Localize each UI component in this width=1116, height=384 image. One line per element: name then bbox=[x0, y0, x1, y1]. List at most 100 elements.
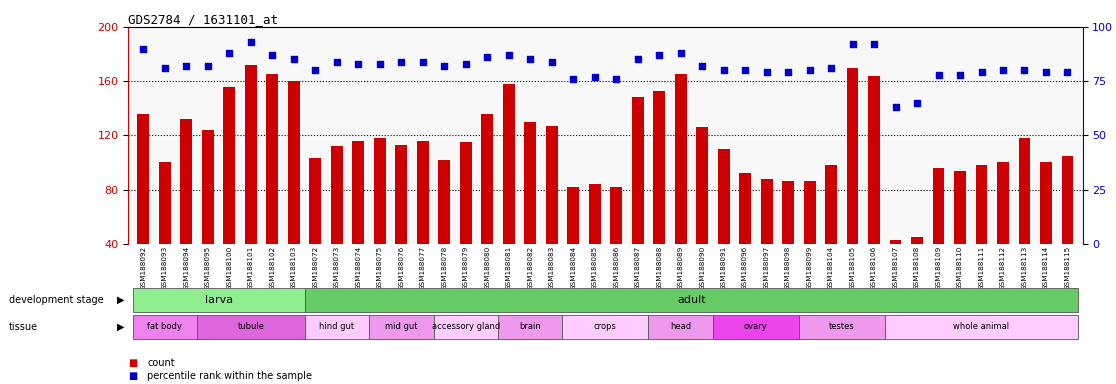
Bar bbox=[305, 288, 1078, 312]
Bar bbox=[997, 162, 1009, 298]
Text: GSM188076: GSM188076 bbox=[398, 245, 404, 290]
Text: tissue: tissue bbox=[9, 322, 38, 332]
Point bbox=[1016, 67, 1033, 73]
Text: GSM188073: GSM188073 bbox=[334, 245, 339, 290]
Text: GSM188075: GSM188075 bbox=[377, 245, 383, 290]
Point bbox=[951, 71, 969, 78]
Point bbox=[156, 65, 174, 71]
Point bbox=[521, 56, 539, 63]
Bar bbox=[975, 165, 988, 298]
Text: fat body: fat body bbox=[147, 322, 182, 331]
Text: GSM188103: GSM188103 bbox=[291, 245, 297, 290]
Bar bbox=[137, 114, 150, 298]
Bar bbox=[739, 173, 751, 298]
Bar bbox=[632, 98, 644, 298]
Point bbox=[479, 54, 497, 60]
Point bbox=[865, 41, 883, 47]
Point bbox=[285, 56, 302, 63]
Bar bbox=[202, 130, 214, 298]
Point bbox=[414, 58, 432, 65]
Point bbox=[1059, 70, 1077, 76]
Bar bbox=[369, 315, 433, 339]
Bar bbox=[267, 74, 278, 298]
Text: ovary: ovary bbox=[744, 322, 768, 331]
Bar bbox=[648, 315, 713, 339]
Text: GSM188110: GSM188110 bbox=[958, 245, 963, 290]
Text: GSM188101: GSM188101 bbox=[248, 245, 253, 290]
Point bbox=[586, 74, 604, 80]
Bar bbox=[567, 187, 579, 298]
Bar bbox=[309, 159, 321, 298]
Text: GSM188112: GSM188112 bbox=[1000, 245, 1006, 290]
Point bbox=[177, 63, 195, 69]
Text: larva: larva bbox=[204, 295, 232, 305]
Bar bbox=[653, 91, 665, 298]
Text: GSM188109: GSM188109 bbox=[935, 245, 942, 290]
Bar bbox=[133, 288, 305, 312]
Bar bbox=[782, 182, 793, 298]
Point bbox=[822, 65, 840, 71]
Text: GSM188095: GSM188095 bbox=[205, 245, 211, 290]
Bar bbox=[546, 126, 558, 298]
Point bbox=[908, 100, 926, 106]
Text: mid gut: mid gut bbox=[385, 322, 417, 331]
Point bbox=[1037, 70, 1055, 76]
Point bbox=[371, 61, 388, 67]
Bar bbox=[133, 315, 198, 339]
Bar bbox=[675, 74, 686, 298]
Text: GSM188079: GSM188079 bbox=[463, 245, 469, 290]
Point bbox=[628, 56, 646, 63]
Text: crops: crops bbox=[594, 322, 617, 331]
Point bbox=[542, 58, 560, 65]
Text: GSM188111: GSM188111 bbox=[979, 245, 984, 290]
Text: adult: adult bbox=[677, 295, 705, 305]
Bar bbox=[761, 179, 772, 298]
Bar bbox=[1040, 162, 1052, 298]
Point bbox=[435, 63, 453, 69]
Text: GSM188078: GSM188078 bbox=[441, 245, 448, 290]
Text: accessory gland: accessory gland bbox=[432, 322, 500, 331]
Point bbox=[800, 67, 818, 73]
Point bbox=[393, 58, 411, 65]
Bar bbox=[718, 149, 730, 298]
Bar bbox=[911, 237, 923, 298]
Text: GSM188098: GSM188098 bbox=[785, 245, 791, 290]
Point bbox=[263, 52, 281, 58]
Bar bbox=[525, 122, 536, 298]
Bar bbox=[885, 315, 1078, 339]
Point bbox=[779, 70, 797, 76]
Text: GSM188096: GSM188096 bbox=[742, 245, 748, 290]
Point bbox=[565, 76, 583, 82]
Text: tubule: tubule bbox=[238, 322, 264, 331]
Point bbox=[672, 50, 690, 56]
Text: GSM188088: GSM188088 bbox=[656, 245, 662, 290]
Bar bbox=[825, 165, 837, 298]
Bar bbox=[433, 315, 498, 339]
Text: GSM188090: GSM188090 bbox=[699, 245, 705, 290]
Text: percentile rank within the sample: percentile rank within the sample bbox=[147, 371, 312, 381]
Text: GSM188108: GSM188108 bbox=[914, 245, 920, 290]
Text: GSM188080: GSM188080 bbox=[484, 245, 490, 290]
Point bbox=[221, 50, 239, 56]
Bar bbox=[374, 138, 386, 298]
Bar bbox=[1061, 156, 1074, 298]
Bar bbox=[330, 146, 343, 298]
Point bbox=[242, 39, 260, 45]
Text: GSM188107: GSM188107 bbox=[893, 245, 898, 290]
Bar bbox=[610, 187, 622, 298]
Bar bbox=[799, 315, 885, 339]
Text: GSM188077: GSM188077 bbox=[420, 245, 426, 290]
Point bbox=[349, 61, 367, 67]
Point bbox=[607, 76, 625, 82]
Text: ■: ■ bbox=[128, 371, 137, 381]
Bar bbox=[288, 81, 300, 298]
Text: ▶: ▶ bbox=[117, 295, 124, 305]
Text: whole animal: whole animal bbox=[953, 322, 1010, 331]
Bar bbox=[481, 114, 493, 298]
Text: GSM188091: GSM188091 bbox=[721, 245, 727, 290]
Point bbox=[307, 67, 325, 73]
Bar bbox=[305, 315, 369, 339]
Bar bbox=[804, 182, 816, 298]
Point bbox=[994, 67, 1012, 73]
Text: brain: brain bbox=[519, 322, 541, 331]
